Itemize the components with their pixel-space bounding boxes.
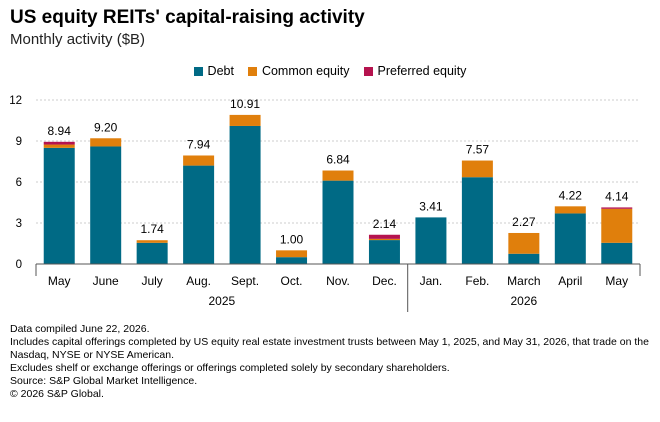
total-label-5: 1.00 (280, 232, 304, 246)
bar-debt-0 (43, 147, 75, 264)
bar-common-equity-0 (43, 144, 75, 148)
legend-swatch-common-equity (247, 66, 257, 76)
legend-item-common-equity: Common equity (247, 64, 350, 78)
bar-common-equity-5 (276, 250, 308, 258)
x-tick-label-10: March (507, 274, 540, 288)
bar-common-equity-4 (229, 114, 261, 126)
total-label-1: 9.20 (94, 120, 118, 134)
bar-debt-1 (90, 146, 122, 264)
x-tick-label-4: Sept. (231, 274, 259, 288)
bar-common-equity-1 (90, 138, 122, 147)
bar-common-equity-6 (322, 170, 354, 181)
bar-debt-9 (461, 177, 493, 264)
bar-debt-11 (554, 213, 586, 264)
chart-legend: Debt Common equity Preferred equity (0, 64, 660, 78)
legend-swatch-debt (193, 66, 203, 76)
x-tick-label-11: April (558, 274, 582, 288)
group-label-2026: 2026 (510, 294, 537, 308)
total-label-12: 4.14 (605, 189, 629, 203)
bar-common-equity-2 (136, 240, 168, 243)
legend-swatch-preferred-equity (363, 66, 373, 76)
bar-debt-12 (601, 242, 633, 264)
legend-item-debt: Debt (193, 64, 234, 78)
note-date: Data compiled June 22, 2026. (10, 323, 150, 335)
note-source: Source: S&P Global Market Intelligence. (10, 375, 198, 387)
legend-label-debt: Debt (207, 64, 234, 78)
bar-debt-8 (415, 217, 447, 264)
note-excludes: Excludes shelf or exchange offerings or … (10, 362, 450, 374)
legend-label-common-equity: Common equity (261, 64, 350, 78)
total-label-4: 10.91 (230, 97, 260, 111)
bar-common-equity-11 (554, 206, 586, 214)
bar-common-equity-12 (601, 208, 633, 243)
y-tick-label-0: 0 (16, 259, 22, 271)
group-label-2025: 2025 (208, 294, 235, 308)
total-label-10: 2.27 (512, 215, 536, 229)
x-tick-label-5: Oct. (281, 274, 303, 288)
total-label-9: 7.57 (466, 143, 490, 157)
x-tick-label-12: May (605, 274, 628, 288)
bar-debt-3 (183, 165, 215, 264)
bar-debt-6 (322, 180, 354, 264)
bar-common-equity-9 (461, 160, 493, 178)
x-tick-label-3: Aug. (186, 274, 211, 288)
bar-preferred-equity-7 (368, 234, 400, 239)
y-tick-label-6: 6 (16, 177, 22, 189)
bar-preferred-equity-0 (43, 141, 75, 145)
bar-preferred-equity-12 (601, 207, 633, 209)
total-label-7: 2.14 (373, 217, 397, 231)
x-tick-label-8: Jan. (420, 274, 443, 288)
legend-label-preferred-equity: Preferred equity (377, 64, 467, 78)
chart-subtitle: Monthly activity ($B) (10, 31, 146, 48)
total-label-11: 4.22 (559, 188, 583, 202)
total-label-6: 6.84 (326, 153, 350, 167)
bar-debt-4 (229, 125, 261, 264)
bar-common-equity-10 (508, 232, 540, 254)
total-label-8: 3.41 (419, 199, 443, 213)
x-tick-label-7: Dec. (372, 274, 397, 288)
y-tick-label-3: 3 (16, 218, 22, 230)
x-tick-label-1: June (93, 274, 119, 288)
y-tick-label-12: 12 (9, 95, 22, 107)
bar-debt-10 (508, 253, 540, 264)
total-label-0: 8.94 (48, 124, 72, 138)
x-tick-label-6: Nov. (326, 274, 350, 288)
chart-notes: Data compiled June 22, 2026. Includes ca… (10, 323, 655, 401)
chart-title: US equity REITs' capital-raising activit… (10, 7, 365, 28)
bar-common-equity-3 (183, 155, 215, 166)
bar-debt-2 (136, 242, 168, 264)
bar-debt-5 (276, 257, 308, 264)
legend-item-preferred-equity: Preferred equity (363, 64, 467, 78)
y-tick-label-9: 9 (16, 136, 22, 148)
total-label-3: 7.94 (187, 137, 211, 151)
bar-debt-7 (368, 240, 400, 264)
bar-common-equity-7 (368, 238, 400, 241)
x-tick-label-0: May (48, 274, 71, 288)
x-tick-label-2: July (141, 274, 162, 288)
total-label-2: 1.74 (140, 222, 164, 236)
x-tick-label-9: Feb. (465, 274, 489, 288)
note-copyright: © 2026 S&P Global. (10, 388, 104, 400)
note-includes: Includes capital offerings completed by … (10, 336, 649, 361)
